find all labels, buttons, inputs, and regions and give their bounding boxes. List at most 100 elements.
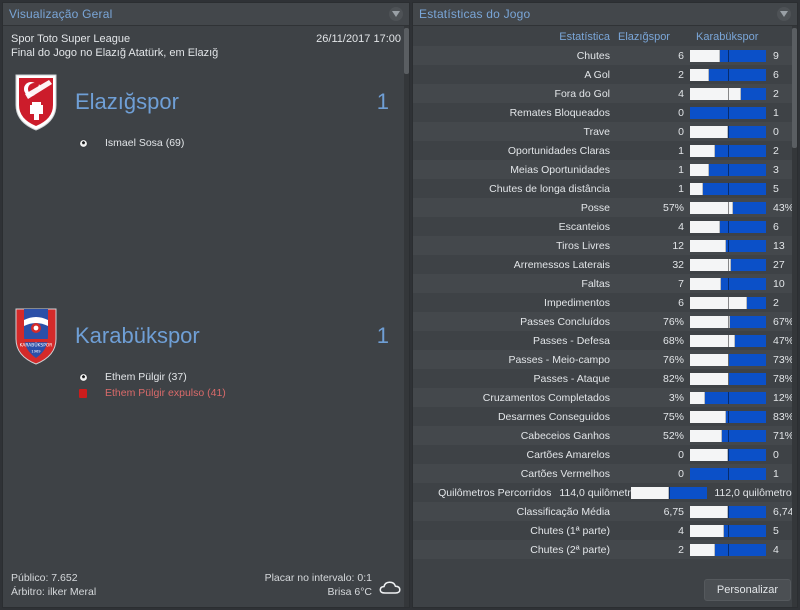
statistic-home-value: 4 [678, 220, 684, 233]
statistic-away-value: 0 [773, 125, 779, 138]
statistic-comparison-bar [690, 353, 766, 366]
statistic-label: Cartões Amarelos [526, 448, 610, 461]
statistic-home-value: 12 [672, 239, 684, 252]
statistic-away-value: 78% [773, 372, 795, 385]
chevron-down-icon[interactable] [777, 7, 791, 21]
statistic-label: Oportunidades Claras [507, 144, 610, 157]
statistic-home-value: 7 [678, 277, 684, 290]
statistic-home-value: 0 [678, 467, 684, 480]
statistic-label: Chutes [576, 49, 610, 62]
statistic-comparison-bar [690, 429, 766, 442]
statistic-row: Faltas 7 10 [413, 274, 797, 293]
statistic-row: Classificação Média 6,75 6,74 [413, 502, 797, 521]
statistics-panel: Estatísticas do Jogo Estatística Elazığs… [412, 2, 798, 608]
statistic-home-value: 1 [678, 182, 684, 195]
attendance-text: Público: 7.652 [11, 572, 78, 584]
statistic-label: Cartões Vermelhos [520, 467, 610, 480]
away-team-row[interactable]: KARABÜKSPOR 1969 Karabükspor 1 [11, 305, 401, 367]
statistic-away-value: 27 [773, 258, 785, 271]
home-team-events: Ismael Sosa (69) [71, 135, 401, 151]
statistic-label: A Gol [584, 68, 610, 81]
statistic-label: Passes - Ataque [533, 372, 610, 385]
statistic-comparison-bar [690, 49, 766, 62]
statistic-away-value: 73% [773, 353, 795, 366]
home-team-name[interactable]: Elazığspor [75, 89, 179, 114]
statistics-column-headers: Estatística Elazığspor Karabükspor [413, 26, 797, 46]
away-team-name[interactable]: Karabükspor [75, 323, 200, 348]
statistics-scrollbar[interactable] [792, 26, 797, 607]
statistic-comparison-bar [631, 486, 708, 499]
footer-right-text: Placar no intervalo: 0:1 Brisa 6°C [265, 571, 372, 599]
statistic-label: Escanteios [558, 220, 610, 233]
statistic-home-value: 2 [678, 543, 684, 556]
match-datetime: 26/11/2017 17:00 [316, 33, 401, 45]
statistic-comparison-bar [690, 163, 766, 176]
statistic-home-value: 76% [662, 315, 684, 328]
statistic-label: Classificação Média [516, 505, 610, 518]
statistic-label: Trave [583, 125, 610, 138]
statistic-row: Cruzamentos Completados 3% 12% [413, 388, 797, 407]
statistic-label: Meias Oportunidades [510, 163, 610, 176]
statistic-home-value: 1 [678, 163, 684, 176]
statistic-away-value: 6,74 [773, 505, 794, 518]
halftime-score-text: Placar no intervalo: 0:1 [264, 572, 372, 584]
statistic-row: Cartões Vermelhos 0 1 [413, 464, 797, 483]
statistic-away-value: 12% [773, 391, 795, 404]
overview-footer: Público: 7.652 Árbitro: ilker Meral Plac… [3, 565, 409, 607]
statistic-away-value: 13 [773, 239, 785, 252]
statistic-comparison-bar [690, 524, 766, 537]
statistic-home-value: 4 [678, 524, 684, 537]
statistic-comparison-bar [690, 182, 766, 195]
column-header-home: Elazığspor [618, 31, 670, 43]
statistic-row: Quilômetros Percorridos 114,0 quilômetros… [413, 483, 797, 502]
statistic-comparison-bar [690, 543, 766, 556]
match-event: Ethem Pülgir expulso (41) [71, 385, 401, 401]
statistic-away-value: 6 [773, 68, 779, 81]
match-event-label: Ethem Pülgir expulso (41) [105, 387, 226, 399]
statistic-row: Posse 57% 43% [413, 198, 797, 217]
footer-left-group: Público: 7.652 Árbitro: ilker Meral [11, 571, 96, 599]
statistic-row: Fora do Gol 4 2 [413, 84, 797, 103]
statistics-footer: Personalizar [703, 579, 791, 601]
statistic-away-value: 112,0 quilômetros [714, 486, 797, 499]
match-event: Ismael Sosa (69) [71, 135, 401, 151]
chevron-down-icon[interactable] [389, 7, 403, 21]
statistic-label: Fora do Gol [554, 87, 610, 100]
home-team-block: Elazığspor 1 Ismael Sosa (69) [3, 67, 409, 151]
competition-name: Spor Toto Super League [11, 33, 131, 45]
statistic-away-value: 71% [773, 429, 795, 442]
statistic-label: Chutes (2ª parte) [530, 543, 610, 556]
statistic-label: Arremessos Laterais [513, 258, 610, 271]
statistic-away-value: 2 [773, 296, 779, 309]
statistic-label: Chutes de longa distância [489, 182, 610, 195]
statistic-comparison-bar [690, 410, 766, 423]
overview-scrollbar[interactable] [404, 26, 409, 607]
statistic-row: Chutes de longa distância 1 5 [413, 179, 797, 198]
statistic-comparison-bar [690, 372, 766, 385]
statistic-row: Arremessos Laterais 32 27 [413, 255, 797, 274]
statistic-away-value: 5 [773, 524, 779, 537]
statistic-row: Escanteios 4 6 [413, 217, 797, 236]
match-status-line: Final do Jogo no Elazığ Atatürk, em Elaz… [11, 47, 219, 59]
statistic-label: Passes - Defesa [532, 334, 610, 347]
statistic-label: Cruzamentos Completados [482, 391, 610, 404]
statistic-away-value: 43% [773, 201, 795, 214]
away-team-block: KARABÜKSPOR 1969 Karabükspor 1 [3, 301, 409, 401]
statistic-home-value: 0 [678, 448, 684, 461]
home-team-row[interactable]: Elazığspor 1 [11, 71, 401, 133]
statistic-comparison-bar [690, 144, 766, 157]
statistic-row: Passes - Meio-campo 76% 73% [413, 350, 797, 369]
statistic-away-value: 47% [773, 334, 795, 347]
statistic-label: Remates Bloqueados [509, 106, 610, 119]
weather-text: Brisa 6°C [327, 586, 372, 598]
customize-button[interactable]: Personalizar [703, 579, 791, 601]
statistic-away-value: 0 [773, 448, 779, 461]
statistic-away-value: 1 [773, 467, 779, 480]
statistic-comparison-bar [690, 467, 766, 480]
statistic-label: Impedimentos [544, 296, 610, 309]
overview-body: Spor Toto Super League 26/11/2017 17:00 … [3, 26, 409, 607]
statistic-label: Desarmes Conseguidos [497, 410, 610, 423]
goal-ball-icon [71, 372, 105, 382]
statistic-away-value: 6 [773, 220, 779, 233]
